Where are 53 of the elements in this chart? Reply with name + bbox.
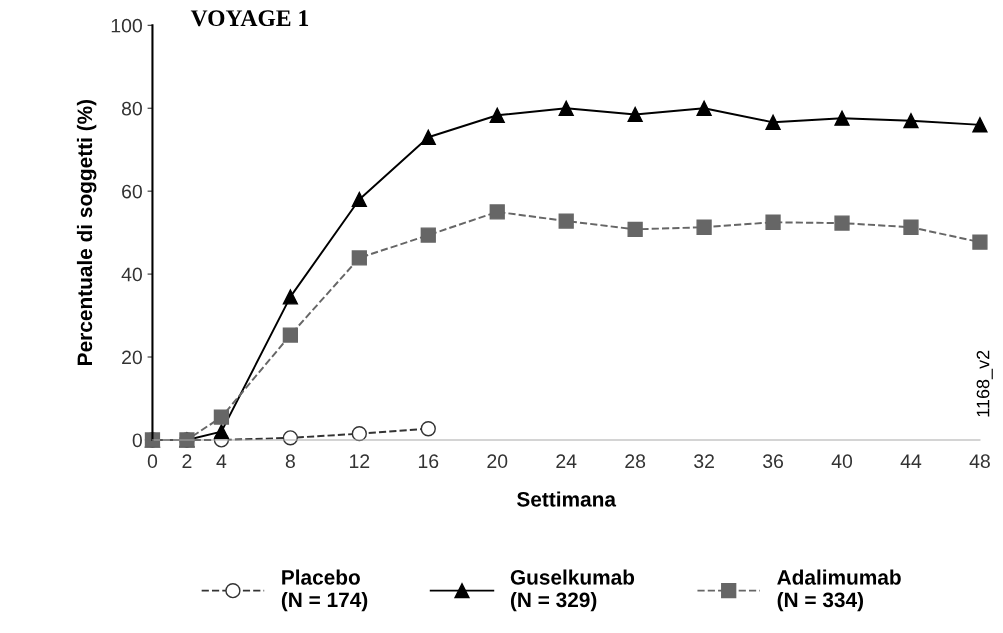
point: [282, 327, 299, 343]
point: [834, 110, 850, 126]
point: [351, 191, 367, 208]
x-tick-label: 2: [182, 454, 192, 468]
x-tick-label: 0: [147, 454, 158, 469]
x-tick-label: 12: [349, 454, 370, 468]
y-tick-label: 60: [122, 184, 142, 199]
point: [213, 424, 230, 440]
point: [351, 426, 367, 442]
y-tick-label: 0: [132, 433, 142, 448]
point: [351, 250, 367, 266]
x-tick-label: 8: [285, 454, 295, 469]
x-tick-label: 40: [831, 454, 853, 469]
point: [558, 100, 574, 116]
point: [489, 204, 505, 220]
x-tick-label: 4: [216, 454, 227, 468]
point: [834, 215, 850, 231]
legend-label: Adalimumab (N = 334): [777, 569, 901, 612]
x-tick-label: 16: [418, 454, 439, 469]
x-axis-title: Settimana: [517, 491, 617, 507]
point: [420, 129, 436, 145]
point: [903, 113, 919, 129]
x-tick-label: 32: [694, 454, 714, 469]
point: [765, 114, 781, 130]
legend-label: Guselkumab (N = 329): [510, 569, 635, 612]
point: [972, 234, 988, 250]
point: [627, 221, 643, 237]
point: [282, 289, 299, 305]
point: [696, 100, 712, 116]
point: [696, 219, 712, 235]
point: [558, 213, 574, 229]
x-tick-label: 36: [762, 454, 784, 469]
x-tick-label: 28: [625, 454, 646, 469]
point: [903, 219, 919, 235]
point: [765, 214, 781, 230]
y-tick-label: 100: [111, 18, 142, 33]
x-tick-label: 20: [487, 454, 508, 469]
point: [213, 409, 230, 425]
y-tick-label: 80: [121, 101, 142, 116]
y-tick-label: 20: [122, 350, 142, 365]
point: [420, 421, 436, 437]
x-tick-label: 24: [556, 454, 577, 468]
point: [489, 107, 505, 123]
point: [972, 117, 988, 133]
y-axis-title: Percentuale di soggetti (%): [76, 99, 97, 365]
chart-title: VOYAGE 1: [190, 10, 309, 27]
annotation: 1168_v2: [976, 350, 993, 417]
point: [420, 227, 436, 243]
x-tick-label: 44: [900, 454, 922, 468]
y-tick-label: 40: [121, 267, 142, 282]
legend-label: Placebo (N = 174): [281, 569, 368, 612]
point: [627, 106, 643, 123]
x-tick-label: 48: [969, 454, 990, 469]
